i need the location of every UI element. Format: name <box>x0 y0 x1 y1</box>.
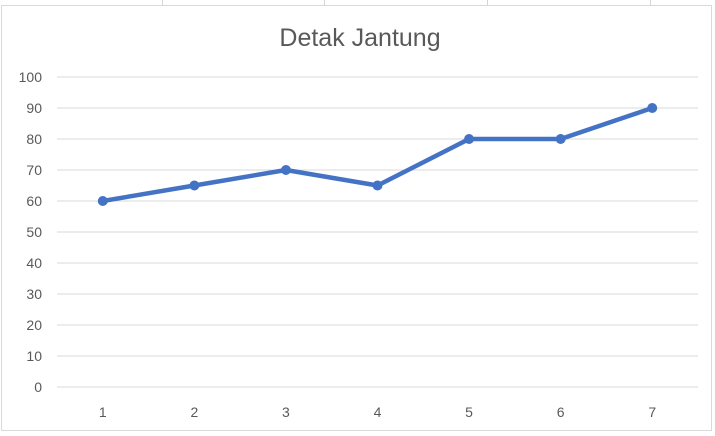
x-tick-label: 7 <box>648 404 656 420</box>
gridlines <box>57 76 698 388</box>
x-tick-label: 3 <box>282 404 290 420</box>
y-tick-label: 80 <box>26 131 42 147</box>
series <box>97 103 658 206</box>
x-tick-label: 1 <box>99 404 107 420</box>
y-tick-label: 70 <box>26 162 42 178</box>
y-tick-label: 100 <box>19 69 43 85</box>
y-axis-ticks: 0 10 20 30 40 50 60 70 80 90 100 <box>19 69 43 395</box>
cell-gridline <box>324 0 325 6</box>
x-axis-ticks: 1 2 3 4 5 6 7 <box>99 404 656 420</box>
cell-gridline <box>162 0 163 6</box>
y-tick-label: 10 <box>26 348 42 364</box>
data-point[interactable] <box>97 196 108 206</box>
y-tick-label: 30 <box>26 286 42 302</box>
y-tick-label: 90 <box>26 100 42 116</box>
y-tick-label: 50 <box>26 224 42 240</box>
x-tick-label: 6 <box>557 404 565 420</box>
chart-area[interactable] <box>1 5 712 431</box>
data-point[interactable] <box>280 165 291 175</box>
x-tick-label: 4 <box>374 404 382 420</box>
y-tick-label: 0 <box>34 379 42 395</box>
data-point[interactable] <box>189 180 200 191</box>
cell-gridline <box>487 0 488 6</box>
y-tick-label: 20 <box>26 317 42 333</box>
x-tick-label: 5 <box>465 404 473 420</box>
y-tick-label: 40 <box>26 255 42 271</box>
x-tick-label: 2 <box>190 404 198 420</box>
cell-gridline <box>650 0 651 6</box>
chart-title: Detak Jantung <box>279 24 440 52</box>
data-point[interactable] <box>372 180 383 191</box>
data-point[interactable] <box>555 134 566 144</box>
y-tick-label: 60 <box>26 193 42 209</box>
data-point[interactable] <box>464 134 475 144</box>
data-point[interactable] <box>647 103 658 113</box>
